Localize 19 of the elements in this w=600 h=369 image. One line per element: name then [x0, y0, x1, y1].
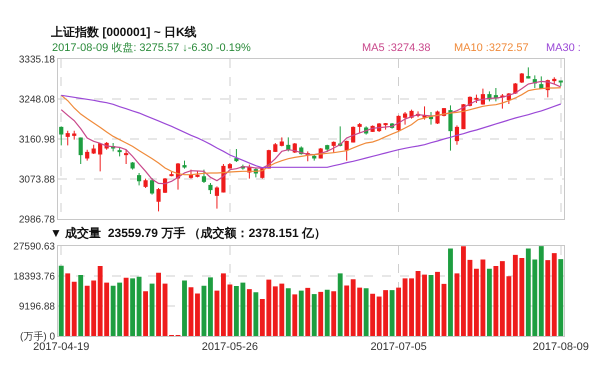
chart-title: ▼ 成交量 23559.79 万手 （成交额：2378.151 亿）: [50, 226, 326, 240]
x-tick-label: 2017-07-05: [370, 341, 427, 354]
y-tick-label: 3073.88: [18, 174, 56, 186]
y-tick-label: 9196.88: [18, 302, 56, 312]
x-tick-label: 2017-04-19: [33, 341, 90, 354]
y-tick-label: 18393.76: [13, 272, 56, 282]
y-tick-label: 27590.63: [13, 242, 56, 252]
y-tick-label: 3160.98: [18, 134, 56, 146]
chart-title: 上证指数 [000001] ~ 日K线: [50, 25, 197, 39]
text: MA10 :3272.57: [454, 42, 529, 54]
x-tick-label: 2017-08-09: [532, 341, 589, 354]
text: MA5 :3274.38: [362, 42, 430, 54]
y-tick-label: (万手) 0: [20, 330, 56, 342]
text: MA30 :: [546, 42, 581, 54]
x-tick-label: 2017-05-26: [202, 341, 258, 354]
y-tick-label: 2986.78: [18, 214, 56, 226]
chart-subtitle: 2017-08-09 收盘: 3275.57 ↓-6.30 -0.19%: [52, 42, 251, 54]
y-tick-label: 3335.18: [18, 54, 56, 66]
y-tick-label: 3248.08: [18, 94, 56, 106]
